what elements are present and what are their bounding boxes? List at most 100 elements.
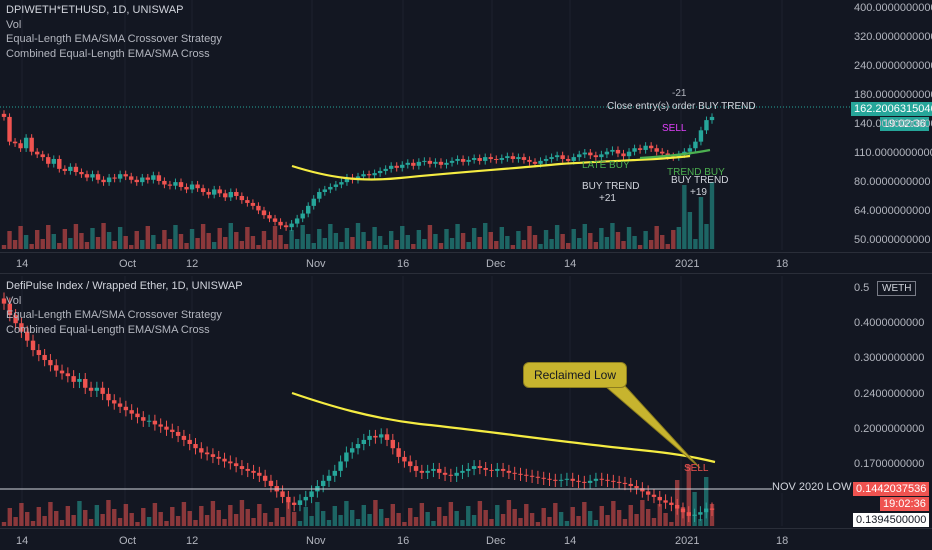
candle-body [669,502,674,505]
candle-body [152,420,158,425]
candle-body [84,174,90,178]
volume-bar [46,225,51,249]
candle-body [117,174,123,179]
volume-bar [383,245,388,249]
candle-body [199,448,204,453]
bottom-indicator-label[interactable]: Combined Equal-Length EMA/SMA Cross [6,323,210,336]
candle-body [599,478,604,480]
candle-body [372,173,377,176]
top-symbol-title[interactable]: DPIWETH*ETHUSD, 1D, UNISWAP [6,4,184,16]
volume-bar [54,511,59,526]
candle-body [100,387,105,394]
candle-body [71,376,76,382]
volume-bar [355,519,361,526]
volume-bar [680,507,686,526]
time-tick: 2021 [675,258,700,270]
bottom-symbol-title[interactable]: DefiPulse Index / Wrapped Ether, 1D, UNI… [6,280,243,292]
volume-bar [433,234,438,249]
volume-bar [350,237,355,249]
candle-body [7,303,13,316]
bottom-chart-pane[interactable] [0,276,850,526]
volume-bar [274,508,279,526]
top-strategy-label[interactable]: Equal-Length EMA/SMA Crossover Strategy [6,33,222,45]
volume-bar [686,465,691,526]
candle-body [217,189,222,194]
volume-bar [291,512,297,526]
candle-body [18,143,23,149]
candle-body [466,159,471,162]
volume-bar [268,522,274,526]
pane-divider[interactable] [0,273,932,274]
volume-bar [34,230,40,249]
volume-bar [411,244,416,249]
candle-body [564,478,570,480]
candle-body [494,158,499,160]
candle-body [587,480,593,483]
volume-bar [615,232,621,249]
volume-bar [123,236,128,249]
candle-body [344,177,350,183]
bottom-chart-canvas[interactable] [0,276,850,526]
volume-bar [521,240,527,249]
candle-body [565,158,571,161]
candle-body [156,175,162,181]
time-tick: Dec [486,535,506,547]
top-indicator-label[interactable]: Combined Equal-Length EMA/SMA Cross [6,47,210,60]
plus19-label: +19 [690,187,707,198]
volume-bar [593,520,599,526]
top-time-divider [0,252,932,253]
candle-body [570,478,575,481]
bottom-vol-label[interactable]: Vol [6,294,22,307]
volume-bar [692,492,697,526]
volume-bar [703,477,709,526]
volume-bar [280,517,285,526]
candle-body [390,439,396,449]
candle-body [54,365,59,371]
volume-bar [245,509,250,526]
volume-bar [206,233,211,249]
candle-body [576,480,581,482]
candle-body [23,137,29,149]
top-chart-pane[interactable] [0,0,850,250]
candle-body [135,413,140,418]
candle-body [42,354,47,361]
volume-bar [554,225,560,249]
candle-body [454,472,459,476]
volume-bar [328,224,333,249]
candle-body [34,151,40,155]
buy-trend-label-b: BUY TREND [671,175,729,186]
volume-bar [262,513,268,526]
late-buy-label: LATE BUY [582,160,630,171]
candle-body [622,482,628,484]
currency-button[interactable]: WETH [877,281,917,296]
candle-body [267,215,272,219]
candle-body [704,120,709,131]
bottom-strategy-label[interactable]: Equal-Length EMA/SMA Crossover Strategy [6,309,222,321]
volume-bar [437,507,442,526]
volume-bar [167,239,173,249]
top-last-price-badge: 162.2006315046 [851,102,932,116]
volume-bar [42,516,47,526]
candle-body [541,477,546,479]
top-chart-canvas[interactable] [0,0,850,250]
candle-body [333,184,339,187]
bottom-legend: DefiPulse Index / Wrapped Ether, 1D, UNI… [6,279,243,337]
volume-bar [643,231,648,249]
volume-bar [217,228,222,249]
candle-body [554,155,560,158]
volume-bar [390,504,396,526]
candle-body [615,149,621,154]
volume-bar [65,506,71,526]
candle-body [388,165,394,169]
volume-bar [71,515,76,526]
top-vol-label[interactable]: Vol [6,18,22,31]
candle-body [158,424,163,427]
volume-bar [483,510,488,526]
volume-bar [349,510,355,526]
candle-body [640,488,645,492]
volume-bar [145,226,151,249]
volume-bar [587,511,593,526]
candle-body [588,152,593,156]
volume-bar [388,231,394,249]
candle-body [286,496,291,503]
